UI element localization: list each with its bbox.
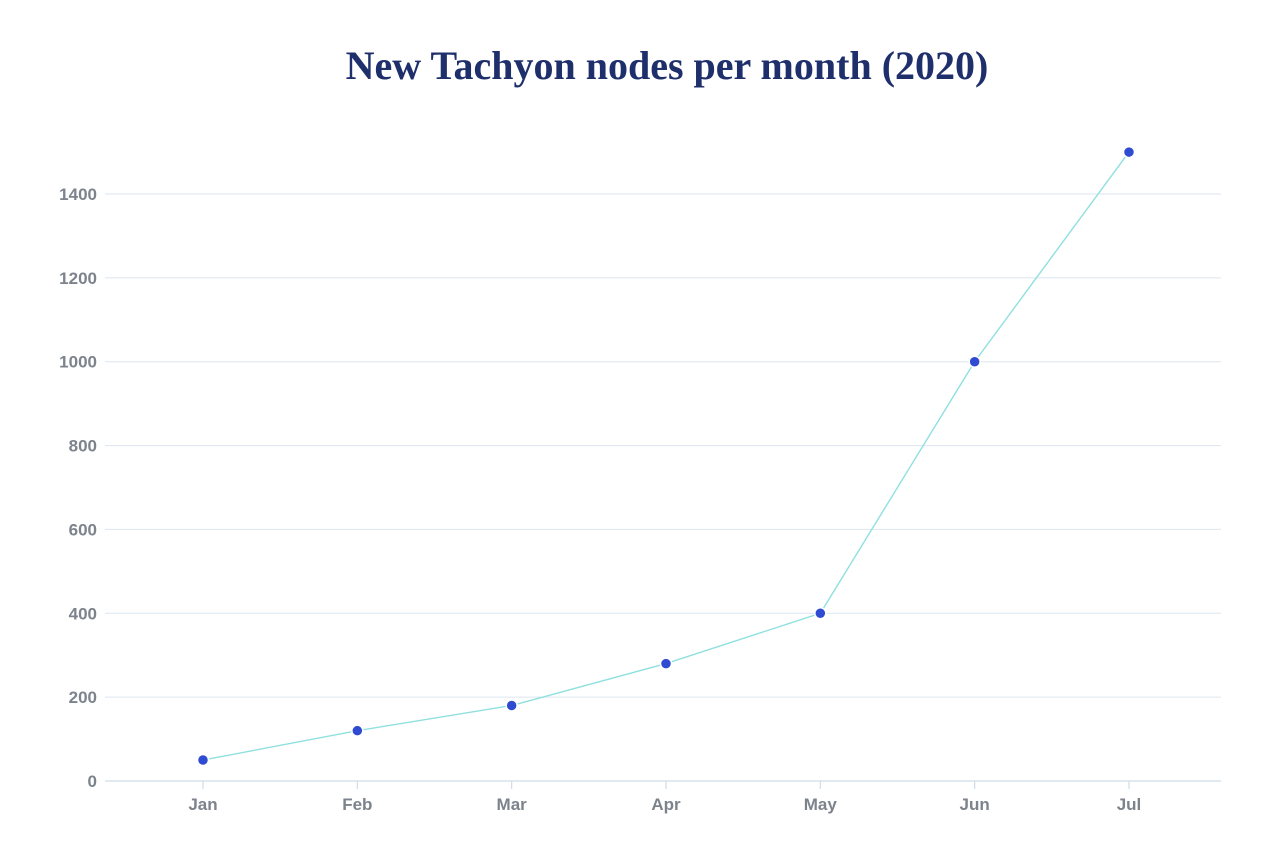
y-tick-label-800: 800 xyxy=(69,437,97,456)
data-point-jul xyxy=(1122,145,1136,159)
y-tick-label-200: 200 xyxy=(69,688,97,707)
x-tick-label-feb: Feb xyxy=(342,795,372,814)
data-point-mar xyxy=(505,699,518,712)
y-tick-label-600: 600 xyxy=(69,520,97,539)
y-tick-label-1200: 1200 xyxy=(59,269,97,288)
x-tick-label-jan: Jan xyxy=(188,795,217,814)
data-point-jan xyxy=(196,753,210,767)
x-tick-label-jul: Jul xyxy=(1117,795,1142,814)
data-point-jun xyxy=(968,355,981,368)
data-points xyxy=(196,145,1136,767)
x-tick-label-may: May xyxy=(804,795,838,814)
x-tick-label-apr: Apr xyxy=(651,795,681,814)
axes xyxy=(105,780,1221,789)
grid-lines xyxy=(105,193,1221,698)
x-tick-label-jun: Jun xyxy=(960,795,990,814)
tick-labels: 0 200 400 600 800 1000 1200 1400 Jan Feb Mar Apr May… xyxy=(59,185,1141,814)
y-tick-label-1000: 1000 xyxy=(59,353,97,372)
data-point-may xyxy=(814,607,827,620)
y-tick-label-0: 0 xyxy=(88,772,97,791)
y-tick-label-1400: 1400 xyxy=(59,185,97,204)
y-tick-label-400: 400 xyxy=(69,604,97,623)
x-tick-label-mar: Mar xyxy=(497,795,528,814)
data-point-feb xyxy=(351,724,364,737)
chart-title: New Tachyon nodes per month (2020) xyxy=(345,43,989,88)
data-point-apr xyxy=(659,657,673,670)
